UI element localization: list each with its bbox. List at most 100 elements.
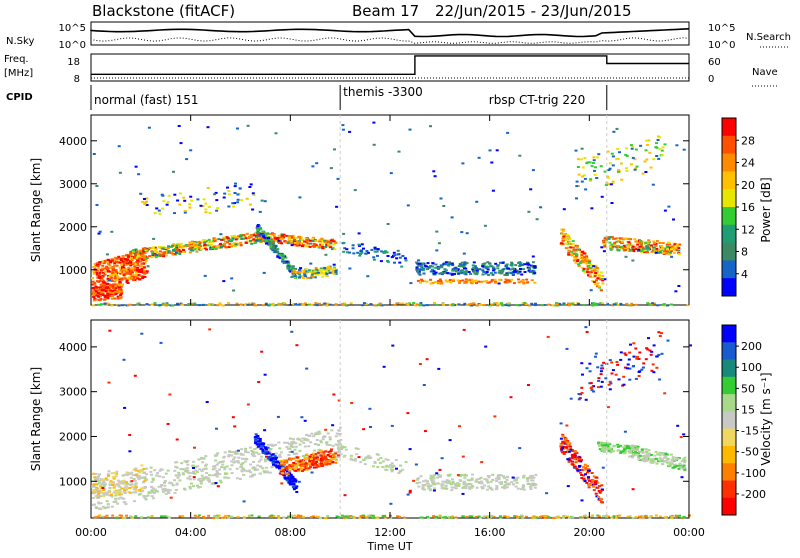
data-cell xyxy=(475,201,478,203)
data-cell xyxy=(327,268,330,270)
nsky-tick-top: 10^5 xyxy=(59,23,86,34)
data-cell xyxy=(294,470,297,472)
data-cell xyxy=(452,487,455,489)
data-cell xyxy=(262,452,265,454)
data-cell xyxy=(317,459,320,461)
data-cell xyxy=(621,241,624,243)
data-cell xyxy=(426,281,429,283)
data-cell xyxy=(215,473,218,475)
data-cell xyxy=(423,384,426,386)
data-cell xyxy=(581,176,584,178)
data-cell xyxy=(133,252,136,254)
data-cell xyxy=(532,256,535,258)
data-cell xyxy=(146,270,149,272)
data-cell xyxy=(186,464,189,466)
data-cell xyxy=(627,364,630,366)
data-cell xyxy=(426,268,429,270)
data-cell xyxy=(658,379,661,381)
data-cell xyxy=(468,483,471,485)
data-cell xyxy=(433,490,436,492)
data-cell xyxy=(602,450,605,452)
data-cell xyxy=(316,432,319,434)
data-cell xyxy=(302,442,305,444)
data-cell xyxy=(609,359,612,361)
data-cell xyxy=(214,248,217,250)
data-cell xyxy=(267,444,270,446)
data-cell xyxy=(498,270,501,272)
data-cell xyxy=(419,363,422,365)
data-cell xyxy=(136,278,139,280)
data-cell xyxy=(311,463,314,465)
colorbar-tick-label: 12 xyxy=(741,223,755,236)
data-cell xyxy=(412,302,415,304)
data-cell xyxy=(647,244,650,246)
data-cell xyxy=(662,304,665,306)
data-cell xyxy=(498,283,501,285)
data-cell xyxy=(112,476,115,478)
data-cell xyxy=(354,460,357,462)
data-cell xyxy=(562,435,565,437)
data-cell xyxy=(292,266,295,268)
data-cell xyxy=(603,243,606,245)
data-cell xyxy=(309,456,312,458)
data-cell xyxy=(231,472,234,474)
data-cell xyxy=(208,206,211,208)
data-cell xyxy=(106,500,109,502)
data-cell xyxy=(312,276,315,278)
data-cell xyxy=(196,198,199,200)
data-cell xyxy=(468,303,471,305)
data-cell xyxy=(287,477,290,479)
data-cell xyxy=(144,202,147,204)
data-cell xyxy=(683,457,686,459)
data-cell xyxy=(562,230,565,232)
data-cell xyxy=(92,271,95,273)
freq-tick-top: 18 xyxy=(67,57,80,68)
data-cell xyxy=(468,486,471,488)
data-cell xyxy=(175,252,178,254)
data-cell xyxy=(404,257,407,259)
data-cell xyxy=(450,489,453,491)
data-cell xyxy=(222,457,225,459)
data-cell xyxy=(435,231,438,233)
data-cell xyxy=(561,237,564,239)
data-cell xyxy=(216,207,219,209)
data-cell xyxy=(580,362,583,364)
data-cell xyxy=(173,212,176,214)
data-cell xyxy=(608,242,611,244)
data-cell xyxy=(525,279,528,281)
data-cell xyxy=(574,451,577,453)
data-cell xyxy=(259,473,262,475)
data-cell xyxy=(175,489,178,491)
data-cell xyxy=(145,468,148,470)
data-cell xyxy=(130,254,133,256)
data-cell xyxy=(290,446,293,448)
data-cell xyxy=(646,302,649,304)
data-cell xyxy=(333,248,336,250)
data-cell xyxy=(246,198,249,200)
data-cell xyxy=(264,460,267,462)
data-cell xyxy=(625,170,628,172)
data-cell xyxy=(204,239,207,241)
data-cell xyxy=(659,148,662,150)
data-cell xyxy=(215,428,218,430)
data-cell xyxy=(365,253,368,255)
freq-tick-bottom: 8 xyxy=(74,74,80,85)
data-cell xyxy=(433,273,436,275)
data-cell xyxy=(197,459,200,461)
data-cell xyxy=(372,256,375,258)
data-cell xyxy=(652,371,655,373)
data-cell xyxy=(617,446,620,448)
data-cell xyxy=(441,487,444,489)
data-cell xyxy=(645,149,648,151)
data-cell xyxy=(569,442,572,444)
data-cell xyxy=(229,468,232,470)
data-cell xyxy=(598,485,601,487)
data-cell xyxy=(518,155,521,157)
data-cell xyxy=(631,146,634,148)
data-cell xyxy=(305,268,308,270)
data-cell xyxy=(387,223,390,225)
data-cell xyxy=(126,272,129,274)
data-cell xyxy=(439,469,442,471)
data-cell xyxy=(577,248,580,250)
